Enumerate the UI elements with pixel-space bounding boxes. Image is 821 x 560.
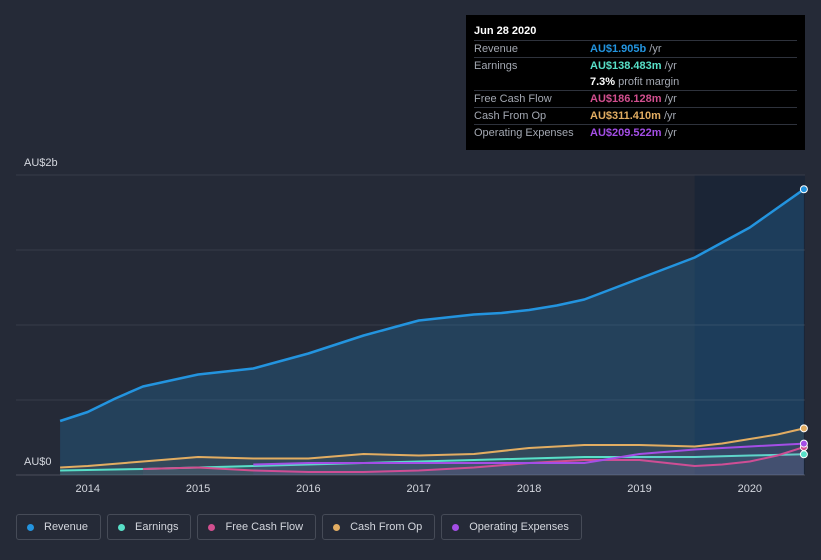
x-tick-label: 2017 <box>407 483 431 495</box>
tooltip-row: Earnings AU$138.483m/yr <box>474 57 797 74</box>
x-tick-label: 2019 <box>627 483 651 495</box>
legend-item-cash-from-op[interactable]: Cash From Op <box>322 514 436 540</box>
legend-dot-icon <box>333 523 341 531</box>
legend-dot-icon <box>27 523 34 531</box>
tooltip: Jun 28 2020 Revenue AU$1.905b/yr Earnings A… <box>466 15 805 150</box>
endpoints <box>799 185 808 459</box>
tooltip-row: 7.3% profit margin <box>474 74 797 90</box>
series-line-cfo <box>60 427 805 469</box>
series-line-fcf <box>142 446 805 473</box>
tooltip-row-label: Earnings <box>474 60 518 72</box>
legend-label: Revenue <box>44 521 89 533</box>
tooltip-row-value: AU$138.483m <box>590 60 662 72</box>
tooltip-row-label: Operating Expenses <box>474 127 574 139</box>
x-tick-label: 2020 <box>738 483 762 495</box>
legend-item-free-cash-flow[interactable]: Free Cash Flow <box>197 514 317 540</box>
chart: AU$2b AU$0 2014 2015 2016 2017 2018 2019 2020 <box>16 157 808 495</box>
x-tick-label: 2014 <box>75 483 99 495</box>
series-area-revenue <box>60 189 804 476</box>
legend-label: Cash From Op <box>350 521 423 533</box>
legend-item-operating-expenses[interactable]: Operating Expenses <box>441 514 582 540</box>
tooltip-row-value: AU$186.128m <box>590 93 662 105</box>
tooltip-row-value: AU$1.905b <box>590 43 647 55</box>
tooltip-row-unit: profit margin <box>618 76 680 88</box>
tooltip-row-label: Cash From Op <box>474 110 547 122</box>
series-area-fcf <box>142 447 804 475</box>
tooltip-row-value: AU$311.410m <box>590 110 661 122</box>
series-endpoint-opex <box>799 439 808 448</box>
legend: Revenue Earnings Free Cash Flow Cash From O… <box>16 514 582 540</box>
x-tick-label: 2016 <box>296 483 320 495</box>
x-tick-label: 2015 <box>186 483 210 495</box>
tooltip-row-unit: /yr <box>664 60 677 72</box>
tooltip-row-value: AU$209.522m <box>590 127 662 139</box>
series-line-opex <box>253 442 804 466</box>
tooltip-row-unit: /yr <box>664 127 677 139</box>
series-area-opex <box>253 443 804 475</box>
x-tick-label: 2018 <box>517 483 541 495</box>
tooltip-rows: Revenue AU$1.905b/yr Earnings AU$138.483m/y… <box>474 40 797 141</box>
legend-label: Free Cash Flow <box>225 521 304 533</box>
tooltip-row: Revenue AU$1.905b/yr <box>474 40 797 57</box>
tooltip-row-unit: /yr <box>663 110 677 122</box>
legend-label: Operating Expenses <box>469 521 569 533</box>
series-line-revenue <box>59 188 805 423</box>
y-axis-bottom-label: AU$0 <box>24 456 52 468</box>
tooltip-row-label: Free Cash Flow <box>474 93 552 105</box>
tooltip-row-unit: /yr <box>664 93 677 105</box>
series-endpoint-cfo <box>799 424 808 433</box>
y-axis-top-label: AU$2b <box>24 157 58 169</box>
tooltip-row-label <box>474 74 590 90</box>
series-endpoint-revenue <box>799 185 808 194</box>
tooltip-row: Cash From Op AU$311.410m/yr <box>474 107 797 124</box>
tooltip-row-value: 7.3% <box>590 76 616 88</box>
series-area-cfo <box>60 428 804 475</box>
tooltip-date: Jun 28 2020 <box>474 25 537 37</box>
legend-label: Earnings <box>135 521 179 533</box>
x-axis-ticks: 2014 2015 2016 2017 2018 2019 2020 <box>75 483 762 495</box>
legend-item-earnings[interactable]: Earnings <box>107 514 192 540</box>
legend-item-revenue[interactable]: Revenue <box>16 514 102 540</box>
series-layer <box>59 188 805 476</box>
tooltip-row-label: Revenue <box>474 43 519 55</box>
legend-dot-icon <box>118 523 126 531</box>
legend-dot-icon <box>452 523 460 531</box>
tooltip-row: Free Cash Flow AU$186.128m/yr <box>474 90 797 107</box>
series-endpoint-earnings <box>799 450 808 459</box>
tooltip-row: Operating Expenses AU$209.522m/yr <box>474 124 797 141</box>
legend-dot-icon <box>208 523 216 531</box>
tooltip-row-unit: /yr <box>649 43 662 55</box>
gridlines <box>16 174 805 476</box>
